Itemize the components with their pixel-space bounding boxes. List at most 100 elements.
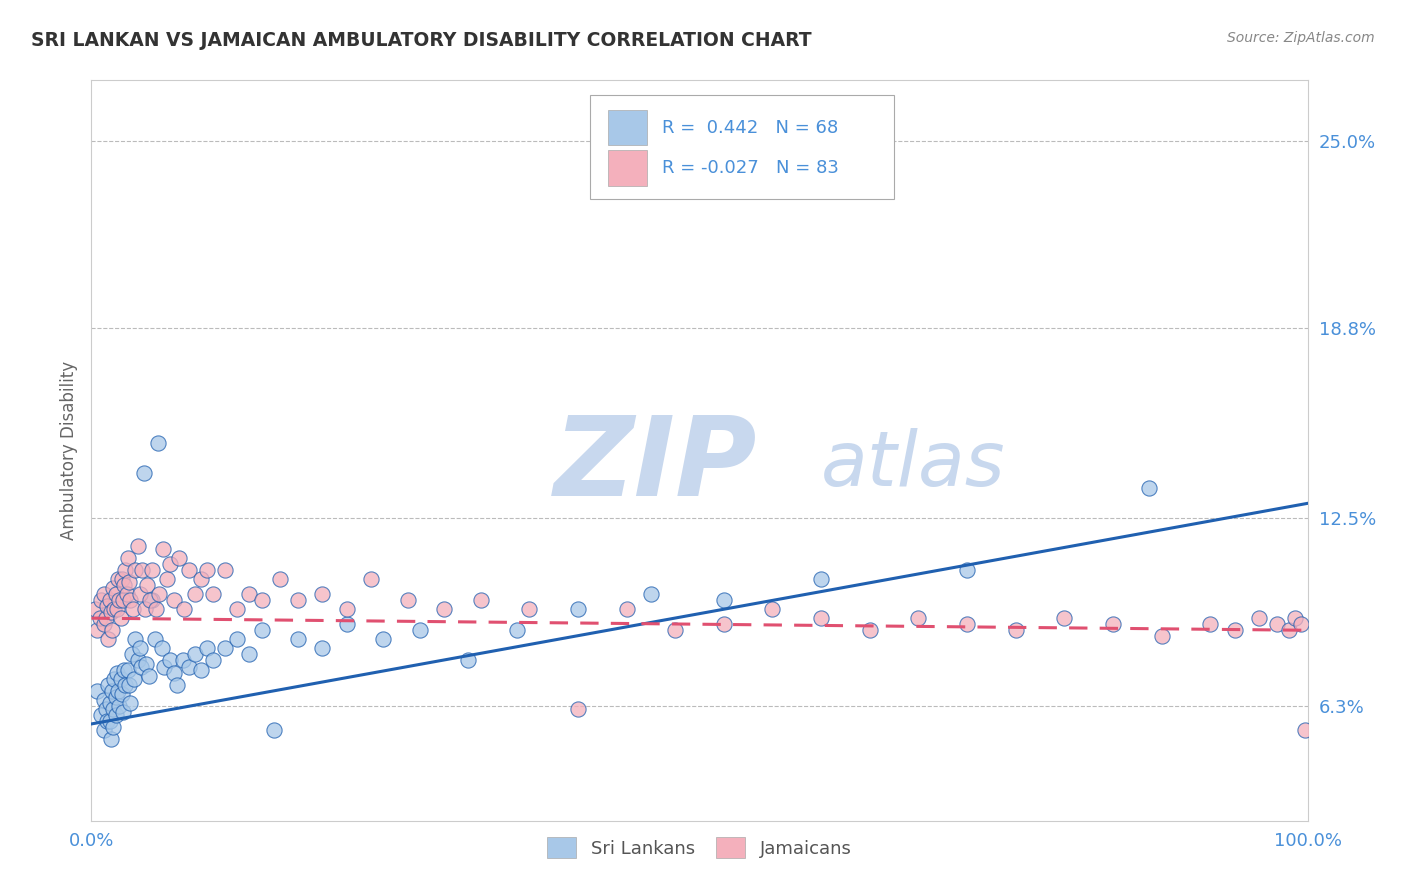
Point — [120, 593, 142, 607]
Point — [163, 665, 186, 680]
Point — [127, 539, 149, 553]
Point — [1284, 611, 1306, 625]
Point — [287, 632, 309, 647]
Point — [129, 641, 152, 656]
Point — [110, 611, 132, 625]
Point — [96, 714, 118, 728]
Point — [159, 653, 181, 667]
Point — [713, 593, 735, 607]
Point — [859, 624, 882, 638]
Point — [159, 557, 181, 571]
Point — [1291, 617, 1313, 632]
Point — [177, 563, 200, 577]
Point — [956, 617, 979, 632]
Point — [97, 678, 120, 692]
Point — [214, 563, 236, 577]
Point — [103, 720, 125, 734]
Text: R =  0.442   N = 68: R = 0.442 N = 68 — [662, 119, 838, 136]
Point — [336, 602, 359, 616]
Text: ZIP: ZIP — [554, 412, 756, 519]
Point — [84, 602, 107, 616]
Point — [263, 723, 285, 737]
Point — [94, 611, 117, 625]
Text: R = -0.027   N = 83: R = -0.027 N = 83 — [662, 159, 838, 178]
Point — [122, 672, 145, 686]
Point — [250, 593, 273, 607]
Point — [202, 653, 225, 667]
Point — [139, 593, 162, 607]
Point — [177, 659, 200, 673]
Point — [145, 602, 167, 616]
Point — [93, 617, 115, 632]
Legend: Sri Lankans, Jamaicans: Sri Lankans, Jamaicans — [538, 829, 860, 867]
Point — [117, 663, 139, 677]
Y-axis label: Ambulatory Disability: Ambulatory Disability — [59, 361, 77, 540]
Point — [111, 687, 134, 701]
Point — [1247, 611, 1270, 625]
Point — [184, 587, 207, 601]
Point — [184, 648, 207, 662]
Point — [250, 624, 273, 638]
Point — [409, 624, 432, 638]
Point — [214, 641, 236, 656]
Point — [100, 605, 122, 619]
Point — [195, 563, 218, 577]
Point — [1199, 617, 1222, 632]
Point — [90, 593, 112, 607]
Point — [86, 683, 108, 698]
Point — [287, 593, 309, 607]
Point — [141, 563, 163, 577]
Point — [90, 707, 112, 722]
Point — [112, 578, 135, 592]
Point — [163, 593, 186, 607]
Point — [761, 602, 783, 616]
Point — [103, 672, 125, 686]
Point — [373, 632, 395, 647]
Point — [156, 572, 179, 586]
Point — [152, 541, 174, 556]
Point — [108, 698, 131, 713]
Point — [110, 672, 132, 686]
Point — [111, 572, 134, 586]
Point — [94, 702, 117, 716]
Bar — [609, 151, 647, 186]
Point — [202, 587, 225, 601]
Point — [1150, 629, 1173, 643]
Point — [167, 550, 190, 565]
Point — [907, 611, 929, 625]
Point — [153, 659, 176, 673]
Point — [118, 678, 141, 692]
Point — [101, 683, 124, 698]
Point — [134, 602, 156, 616]
Point — [150, 641, 173, 656]
Point — [360, 572, 382, 586]
Point — [166, 678, 188, 692]
Point — [114, 678, 136, 692]
Point — [311, 641, 333, 656]
Point — [98, 696, 121, 710]
Point — [127, 653, 149, 667]
Point — [114, 563, 136, 577]
Point — [457, 653, 479, 667]
Point — [517, 602, 540, 616]
Point — [138, 668, 160, 682]
Point — [195, 641, 218, 656]
Point — [433, 602, 456, 616]
Point — [616, 602, 638, 616]
Point — [226, 632, 249, 647]
Point — [112, 663, 135, 677]
Point — [141, 593, 163, 607]
Text: SRI LANKAN VS JAMAICAN AMBULATORY DISABILITY CORRELATION CHART: SRI LANKAN VS JAMAICAN AMBULATORY DISABI… — [31, 31, 811, 50]
Point — [173, 602, 195, 616]
Point — [172, 653, 194, 667]
Point — [238, 587, 260, 601]
Point — [810, 611, 832, 625]
Point — [118, 574, 141, 589]
Point — [107, 683, 129, 698]
Text: atlas: atlas — [821, 428, 1005, 502]
Point — [129, 659, 152, 673]
Point — [238, 648, 260, 662]
Point — [101, 624, 124, 638]
Point — [96, 599, 118, 613]
Point — [111, 705, 134, 719]
